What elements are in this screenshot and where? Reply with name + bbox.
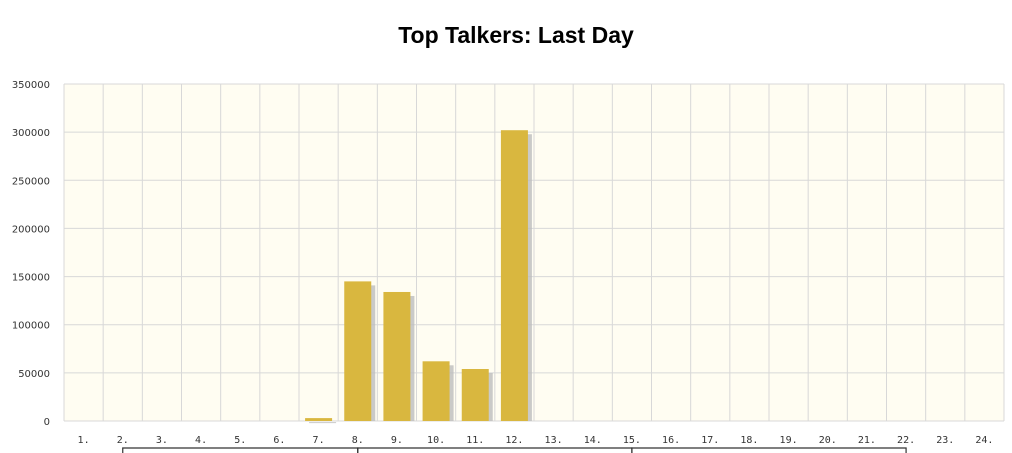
bar-shadow (309, 422, 337, 424)
x-tick-label: 19. (780, 435, 798, 446)
chart-title: Top Talkers: Last Day (398, 22, 634, 48)
category-bracket-middle (357, 447, 633, 453)
y-tick-label: 0 (44, 417, 50, 428)
x-tick-label: 9. (391, 435, 403, 446)
x-tick-label: 6. (273, 435, 285, 446)
bars (305, 130, 532, 424)
x-tick-label: 8. (352, 435, 364, 446)
x-tick-label: 12. (505, 435, 523, 446)
x-tick-label: 10. (427, 435, 445, 446)
x-tick-label: 7. (313, 435, 325, 446)
x-tick-label: 4. (195, 435, 207, 446)
x-tick-label: 15. (623, 435, 641, 446)
bar (422, 361, 450, 421)
x-tick-label: 5. (234, 435, 246, 446)
y-axis: 0 50000 100000 150000 200000 250000 300000 3500… (12, 80, 50, 428)
x-tick-label: 16. (662, 435, 680, 446)
x-tick-label: 11. (466, 435, 484, 446)
y-tick-label: 50000 (18, 369, 50, 380)
x-tick-label: 13. (545, 435, 563, 446)
category-brackets (122, 447, 907, 453)
y-tick-label: 150000 (12, 273, 50, 284)
bar (461, 369, 489, 421)
x-axis: 1. 2. 3. 4. 5. 6. 7. 8. 9. 10. 11. 12. 13. 14. 15. 16. 1… (78, 435, 994, 446)
category-bracket-right (631, 447, 907, 453)
x-tick-label: 23. (936, 435, 954, 446)
bar (305, 418, 333, 421)
x-tick-label: 2. (117, 435, 129, 446)
y-tick-label: 100000 (12, 321, 50, 332)
x-tick-label: 3. (156, 435, 168, 446)
y-tick-label: 250000 (12, 176, 50, 187)
y-tick-label: 200000 (12, 224, 50, 235)
bar (383, 291, 411, 421)
x-tick-label: 24. (975, 435, 993, 446)
x-tick-label: 20. (819, 435, 837, 446)
category-bracket-left (122, 447, 359, 453)
x-tick-label: 18. (740, 435, 758, 446)
y-tick-label: 350000 (12, 80, 50, 91)
x-tick-label: 17. (701, 435, 719, 446)
bar (500, 130, 528, 421)
grid (63, 83, 1005, 422)
x-tick-label: 1. (78, 435, 90, 446)
x-tick-label: 21. (858, 435, 876, 446)
x-tick-label: 14. (584, 435, 602, 446)
x-tick-label: 22. (897, 435, 915, 446)
y-tick-label: 300000 (12, 128, 50, 139)
bar (344, 281, 372, 421)
